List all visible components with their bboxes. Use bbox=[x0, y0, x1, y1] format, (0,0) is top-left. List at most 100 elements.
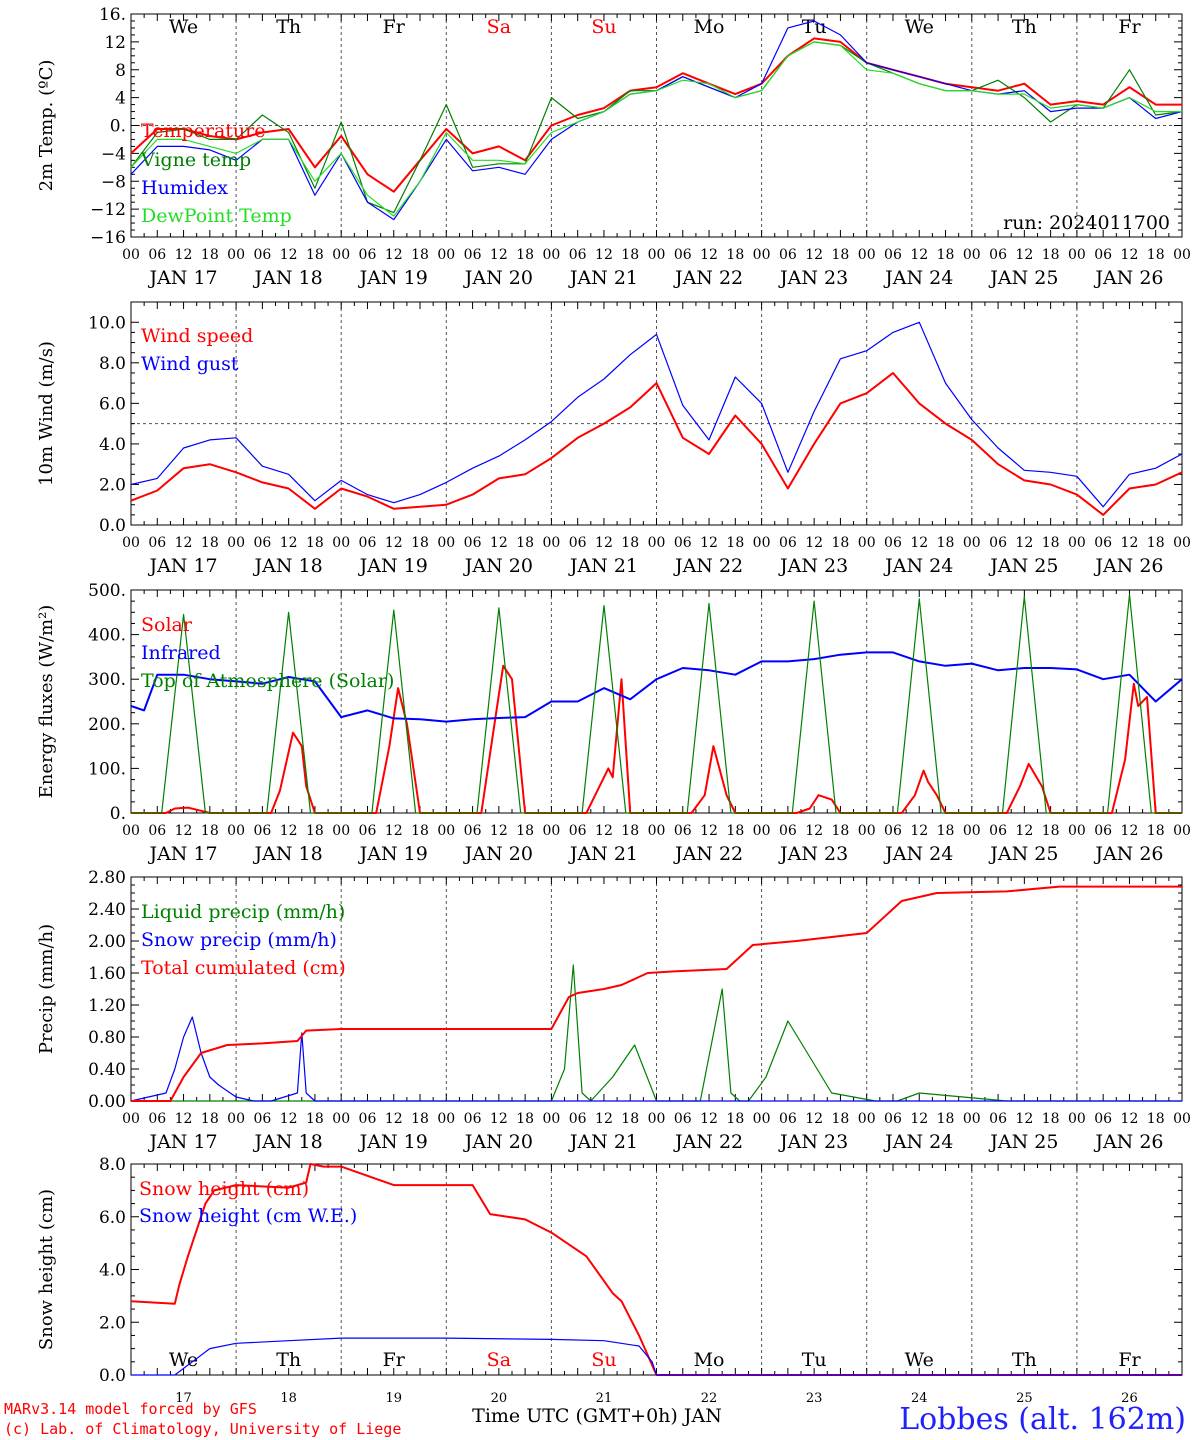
date-label: JAN 19 bbox=[358, 1131, 428, 1153]
y-tick-label: 4.0 bbox=[99, 1261, 126, 1281]
day-number-label: 24 bbox=[911, 1391, 928, 1406]
hour-label: 12 bbox=[1015, 823, 1033, 839]
hour-label: 00 bbox=[648, 823, 666, 839]
hour-label: 00 bbox=[332, 535, 350, 551]
hour-label: 06 bbox=[569, 535, 587, 551]
hour-label: 06 bbox=[989, 1111, 1007, 1127]
hour-label: 00 bbox=[437, 535, 455, 551]
x-axis-title: Time UTC (GMT+0h) JAN bbox=[472, 1405, 722, 1427]
hour-label: 18 bbox=[937, 247, 955, 263]
weekday-label: Mo bbox=[694, 1349, 725, 1371]
y-tick-label: 8 bbox=[115, 61, 126, 81]
weekday-label: Su bbox=[591, 1349, 616, 1371]
date-label: JAN 19 bbox=[358, 267, 428, 289]
date-label: JAN 21 bbox=[568, 267, 638, 289]
hour-label: 12 bbox=[910, 823, 928, 839]
hour-label: 00 bbox=[648, 1111, 666, 1127]
y-tick-label: 0. bbox=[110, 117, 126, 137]
date-label: JAN 17 bbox=[147, 267, 217, 289]
hour-label: 12 bbox=[595, 1111, 613, 1127]
hour-label: 00 bbox=[227, 247, 245, 263]
date-label: JAN 21 bbox=[568, 1131, 638, 1153]
hour-label: 12 bbox=[805, 823, 823, 839]
hour-label: 00 bbox=[753, 823, 771, 839]
y-tick-label: 4 bbox=[115, 89, 126, 109]
hour-label: 00 bbox=[1173, 823, 1191, 839]
hour-label: 06 bbox=[148, 247, 166, 263]
panel-4: 0.00 0.40 0.80 1.20 1.60 2.00 2.40 2.80 Precip (… bbox=[36, 868, 1191, 1153]
y-tick-label: −16 bbox=[90, 228, 126, 248]
hour-label: 12 bbox=[700, 247, 718, 263]
hour-label: 00 bbox=[542, 247, 560, 263]
legend-entry: Temperature bbox=[141, 120, 265, 142]
hour-label: 12 bbox=[805, 247, 823, 263]
date-label: JAN 23 bbox=[778, 267, 848, 289]
series-line-1-4 bbox=[130, 41, 1182, 217]
date-label: JAN 17 bbox=[147, 843, 217, 865]
hour-label: 06 bbox=[464, 823, 482, 839]
series-line-2-2 bbox=[130, 321, 1183, 508]
hour-label: 18 bbox=[621, 535, 639, 551]
hour-label: 12 bbox=[595, 247, 613, 263]
hour-label: 06 bbox=[1094, 535, 1112, 551]
hour-label: 18 bbox=[832, 535, 850, 551]
date-label: JAN 22 bbox=[673, 1131, 743, 1153]
hour-label: 00 bbox=[227, 823, 245, 839]
hour-label: 18 bbox=[832, 1111, 850, 1127]
hour-label: 12 bbox=[490, 823, 508, 839]
y-tick-label: 500. bbox=[88, 581, 126, 601]
hour-label: 18 bbox=[516, 823, 534, 839]
hour-label: 00 bbox=[1173, 535, 1191, 551]
date-label: JAN 24 bbox=[883, 843, 953, 865]
hour-label: 00 bbox=[542, 823, 560, 839]
hour-label: 18 bbox=[621, 247, 639, 263]
hour-label: 18 bbox=[1147, 247, 1165, 263]
date-label: JAN 22 bbox=[673, 555, 743, 577]
y-tick-label: 0.80 bbox=[88, 1028, 126, 1048]
hour-label: 12 bbox=[175, 1111, 193, 1127]
date-label: JAN 23 bbox=[778, 555, 848, 577]
hour-label: 18 bbox=[937, 1111, 955, 1127]
y-tick-label: 200. bbox=[88, 715, 126, 735]
y-tick-label: 1.20 bbox=[88, 996, 126, 1016]
weekday-label: Su bbox=[591, 16, 616, 38]
date-label: JAN 26 bbox=[1093, 1131, 1163, 1153]
legend-entry: Wind gust bbox=[141, 353, 239, 375]
station-name: Lobbes (alt. 162m) bbox=[899, 1402, 1186, 1437]
series-line-5-1 bbox=[130, 1163, 1182, 1376]
y-tick-label: 1.60 bbox=[88, 964, 126, 984]
hour-label: 06 bbox=[779, 535, 797, 551]
hour-label: 12 bbox=[175, 535, 193, 551]
hour-label: 18 bbox=[516, 1111, 534, 1127]
y-tick-label: 16. bbox=[99, 5, 126, 25]
date-label: JAN 24 bbox=[883, 1131, 953, 1153]
hour-label: 18 bbox=[411, 535, 429, 551]
hour-label: 18 bbox=[306, 1111, 324, 1127]
date-label: JAN 22 bbox=[673, 267, 743, 289]
date-label: JAN 18 bbox=[253, 267, 323, 289]
y-tick-label: 0.0 bbox=[99, 1366, 126, 1386]
hour-label: 06 bbox=[779, 1111, 797, 1127]
hour-label: 06 bbox=[148, 535, 166, 551]
hour-label: 12 bbox=[175, 823, 193, 839]
hour-label: 00 bbox=[648, 247, 666, 263]
date-label: JAN 20 bbox=[463, 1131, 533, 1153]
date-label: JAN 22 bbox=[673, 843, 743, 865]
legend-entry: Snow height (cm W.E.) bbox=[139, 1205, 357, 1227]
day-number-label: 20 bbox=[491, 1391, 508, 1406]
hour-label: 18 bbox=[516, 535, 534, 551]
weekday-label: We bbox=[169, 1349, 198, 1371]
hour-label: 00 bbox=[1068, 247, 1086, 263]
hour-label: 12 bbox=[1121, 823, 1139, 839]
date-label: JAN 18 bbox=[253, 1131, 323, 1153]
hour-label: 06 bbox=[464, 535, 482, 551]
hour-label: 06 bbox=[674, 823, 692, 839]
hour-label: 00 bbox=[858, 535, 876, 551]
y-tick-label: 2.80 bbox=[88, 868, 126, 888]
day-number-label: 23 bbox=[806, 1391, 823, 1406]
day-number-label: 18 bbox=[280, 1391, 297, 1406]
hour-label: 00 bbox=[332, 247, 350, 263]
hour-label: 12 bbox=[490, 535, 508, 551]
date-label: JAN 20 bbox=[463, 267, 533, 289]
hour-label: 12 bbox=[280, 247, 298, 263]
